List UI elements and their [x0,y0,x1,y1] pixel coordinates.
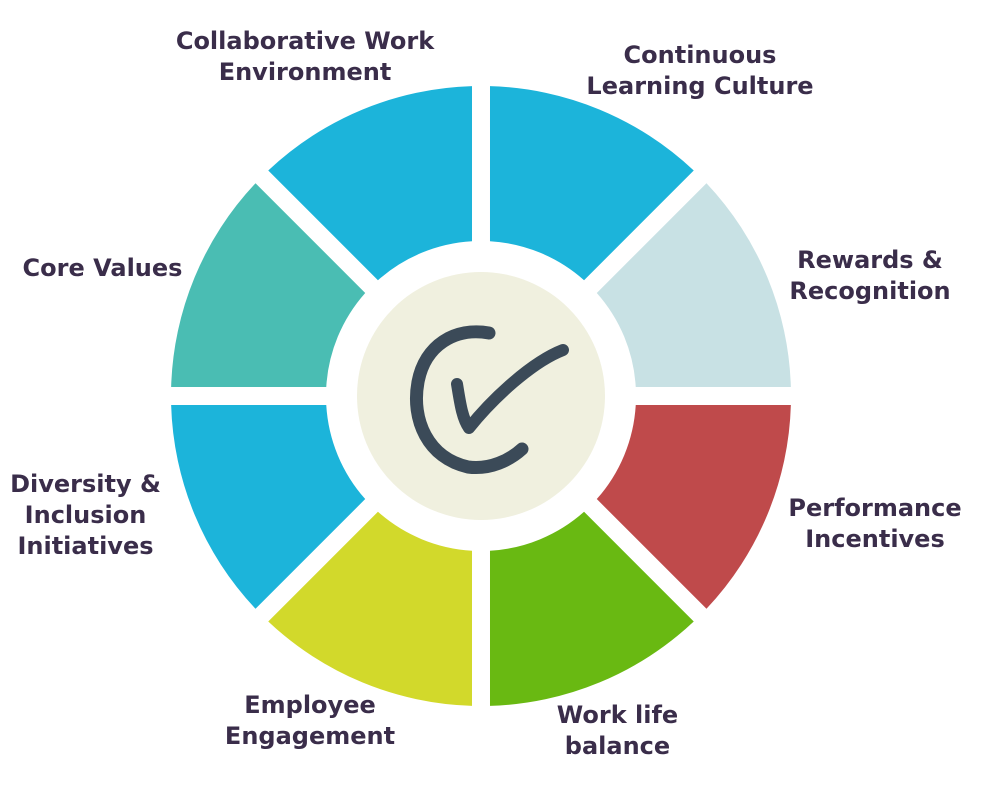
label-continuous-learning: Continuous Learning Culture [586,41,814,100]
label-diversity-inclusion: Diversity & Inclusion Initiatives [10,470,161,560]
segment-work-life-balance [489,511,694,706]
label-employee-engagement: Employee Engagement [224,691,396,750]
segment-continuous-learning [489,86,694,281]
label-collaborative-work: Collaborative Work Environment [175,27,435,86]
wheel-segments [171,86,791,706]
segment-collaborative-work [268,86,473,281]
segment-diversity-inclusion [171,404,366,609]
segment-performance-incentives [596,404,791,609]
segment-core-values [171,183,366,388]
segment-employee-engagement [268,511,473,706]
label-rewards-recognition: Rewards & Recognition [789,246,951,305]
segment-rewards-recognition [596,183,791,388]
label-work-life-balance: Work life balance [556,701,679,760]
label-performance-incentives: Performance Incentives [788,494,962,553]
checkmark-icon [409,325,569,475]
center-circle [357,272,605,520]
label-core-values: Core Values [22,254,183,282]
